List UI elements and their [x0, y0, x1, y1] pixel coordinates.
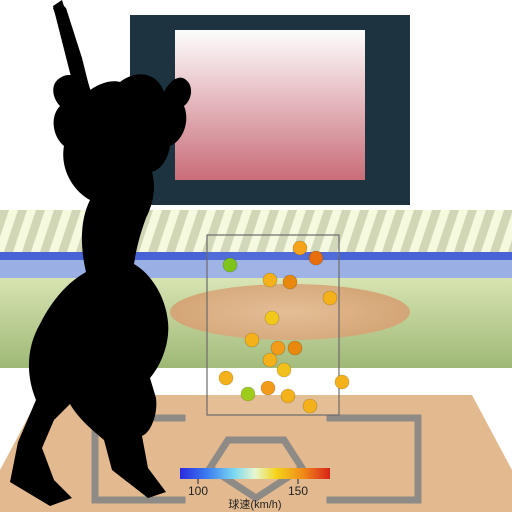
pitch-marker [271, 341, 285, 355]
pitch-marker [263, 353, 277, 367]
pitch-marker [303, 399, 317, 413]
pitch-marker [281, 389, 295, 403]
legend-tick-label: 100 [188, 484, 208, 498]
pitch-marker [263, 273, 277, 287]
pitch-marker [245, 333, 259, 347]
pitch-marker [261, 381, 275, 395]
pitch-marker [293, 241, 307, 255]
pitch-marker [241, 387, 255, 401]
pitch-marker [288, 341, 302, 355]
legend-axis-label: 球速(km/h) [228, 497, 281, 511]
legend-tick-label: 150 [288, 484, 308, 498]
pitch-chart: 100 150 球速(km/h) [0, 0, 512, 512]
pitch-marker [219, 371, 233, 385]
pitch-marker [309, 251, 323, 265]
pitch-marker [223, 258, 237, 272]
pitch-marker [277, 363, 291, 377]
pitch-marker [265, 311, 279, 325]
pitch-marker [283, 275, 297, 289]
pitch-marker [323, 291, 337, 305]
pitch-marker [335, 375, 349, 389]
